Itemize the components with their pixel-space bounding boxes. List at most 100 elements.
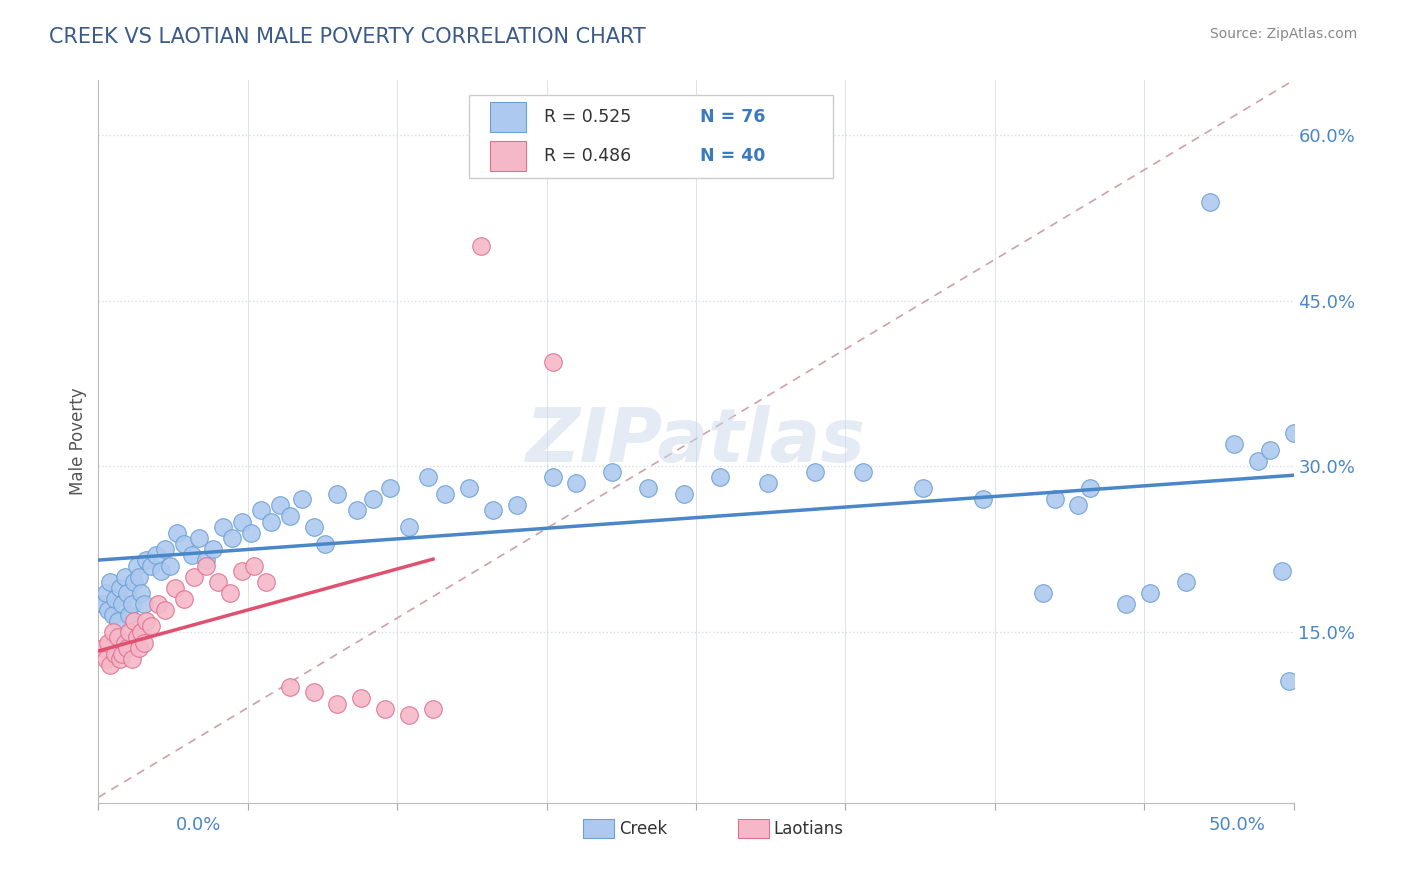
Point	[1258, 442, 1281, 457]
Point	[211, 520, 233, 534]
Text: Creek: Creek	[619, 820, 666, 838]
Point	[326, 487, 349, 501]
Point	[195, 558, 218, 573]
Point	[1223, 437, 1246, 451]
Point	[183, 569, 205, 583]
Point	[91, 641, 114, 656]
Point	[97, 603, 120, 617]
Point	[481, 503, 505, 517]
Point	[398, 707, 420, 722]
Point	[115, 641, 138, 656]
Point	[291, 492, 314, 507]
Point	[231, 564, 253, 578]
Point	[187, 531, 209, 545]
FancyBboxPatch shape	[470, 95, 834, 178]
Point	[202, 542, 225, 557]
Point	[118, 608, 141, 623]
Point	[602, 465, 624, 479]
Point	[326, 697, 349, 711]
Point	[159, 558, 181, 573]
Point	[756, 475, 779, 490]
Point	[541, 470, 564, 484]
Point	[709, 470, 731, 484]
Point	[155, 603, 177, 617]
Point	[1271, 564, 1294, 578]
Point	[1115, 597, 1137, 611]
Point	[124, 614, 146, 628]
Point	[302, 685, 325, 699]
Point	[108, 581, 131, 595]
Point	[506, 498, 529, 512]
Point	[125, 631, 148, 645]
Point	[104, 647, 127, 661]
Point	[149, 564, 172, 578]
Point	[434, 487, 457, 501]
Text: 0.0%: 0.0%	[176, 816, 221, 834]
Point	[98, 657, 122, 672]
Point	[250, 503, 273, 517]
Point	[1175, 575, 1198, 590]
Point	[1278, 674, 1301, 689]
Point	[180, 548, 202, 562]
Point	[121, 652, 143, 666]
Point	[911, 482, 934, 496]
Point	[1247, 454, 1270, 468]
Text: R = 0.525: R = 0.525	[544, 108, 631, 126]
Y-axis label: Male Poverty: Male Poverty	[69, 388, 87, 495]
Point	[163, 581, 186, 595]
Point	[374, 702, 396, 716]
Point	[378, 482, 401, 496]
Point	[132, 597, 155, 611]
Point	[135, 553, 157, 567]
Point	[1139, 586, 1161, 600]
Point	[240, 525, 263, 540]
Point	[173, 536, 195, 550]
Point	[278, 680, 301, 694]
Point	[91, 597, 114, 611]
Point	[107, 631, 129, 645]
Bar	[491, 102, 526, 132]
Point	[155, 542, 177, 557]
Point	[114, 636, 136, 650]
Point	[231, 515, 253, 529]
Text: ZIPatlas: ZIPatlas	[526, 405, 866, 478]
Point	[350, 691, 373, 706]
Point	[346, 503, 368, 517]
Point	[1282, 426, 1305, 441]
Text: CREEK VS LAOTIAN MALE POVERTY CORRELATION CHART: CREEK VS LAOTIAN MALE POVERTY CORRELATIO…	[49, 27, 645, 46]
Point	[139, 558, 162, 573]
Point	[139, 619, 162, 633]
Point	[108, 652, 131, 666]
Point	[98, 575, 122, 590]
Point	[145, 548, 167, 562]
Text: Laotians: Laotians	[773, 820, 844, 838]
Point	[114, 569, 136, 583]
Point	[363, 492, 385, 507]
Point	[565, 475, 588, 490]
Point	[1032, 586, 1054, 600]
Point	[128, 641, 150, 656]
Point	[219, 586, 242, 600]
Point	[852, 465, 875, 479]
Point	[111, 597, 134, 611]
Point	[128, 569, 150, 583]
Point	[121, 597, 143, 611]
Point	[278, 508, 301, 523]
Point	[111, 647, 134, 661]
Point	[166, 525, 188, 540]
Point	[470, 238, 492, 252]
Point	[132, 636, 155, 650]
Point	[398, 520, 420, 534]
Point	[1199, 194, 1222, 209]
Point	[173, 591, 195, 606]
Point	[221, 531, 243, 545]
Point	[101, 624, 124, 639]
Point	[104, 591, 127, 606]
Point	[269, 498, 291, 512]
Text: N = 76: N = 76	[700, 108, 765, 126]
Text: Source: ZipAtlas.com: Source: ZipAtlas.com	[1209, 27, 1357, 41]
Point	[97, 636, 120, 650]
Point	[148, 597, 170, 611]
Point	[1080, 482, 1102, 496]
Point	[1067, 498, 1090, 512]
